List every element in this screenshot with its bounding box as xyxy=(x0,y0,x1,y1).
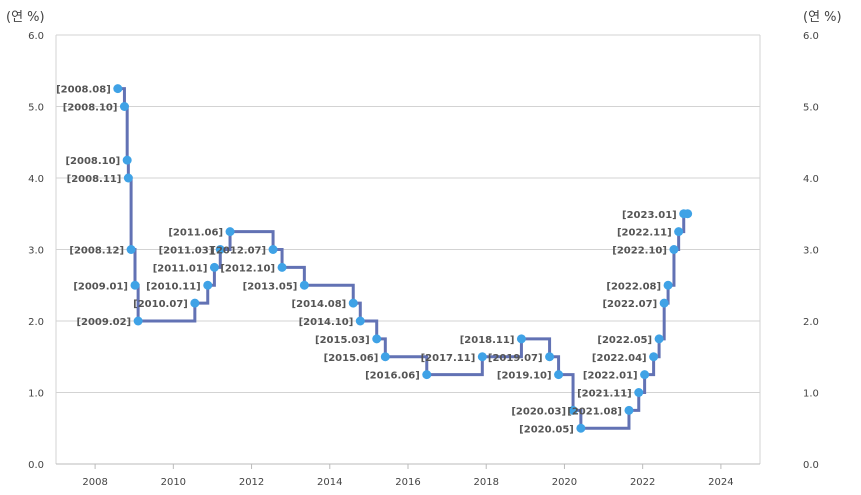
data-label: [2022.05] xyxy=(597,335,652,346)
data-point[interactable] xyxy=(576,423,586,433)
y-tick-label-left: 4.0 xyxy=(28,174,44,185)
data-label: [2022.04] xyxy=(592,353,647,364)
x-tick-label: 2008 xyxy=(82,477,107,488)
y-tick-label-left: 0.0 xyxy=(28,460,44,471)
data-label: [2021.11] xyxy=(577,389,632,400)
data-label: [2012.07] xyxy=(211,246,266,257)
data-point[interactable] xyxy=(659,298,669,308)
data-label: [2020.03] xyxy=(511,406,566,417)
data-label: [2008.10] xyxy=(65,156,120,167)
y-tick-label-right: 4.0 xyxy=(803,174,819,185)
y-tick-label-right: 6.0 xyxy=(803,31,819,42)
data-point[interactable] xyxy=(683,209,693,219)
data-point[interactable] xyxy=(123,173,133,183)
data-label: [2008.12] xyxy=(69,246,124,257)
data-label: [2011.01] xyxy=(153,263,208,274)
data-point[interactable] xyxy=(299,280,309,290)
x-tick-label: 2012 xyxy=(239,477,264,488)
data-point[interactable] xyxy=(516,334,526,344)
data-point[interactable] xyxy=(203,280,213,290)
data-label: [2019.07] xyxy=(488,353,543,364)
data-label: [2014.10] xyxy=(299,317,354,328)
data-point[interactable] xyxy=(268,245,278,254)
data-label: [2011.03] xyxy=(159,246,214,257)
data-label: [2009.02] xyxy=(76,317,131,328)
data-label: [2022.10] xyxy=(612,246,667,257)
data-label: [2013.05] xyxy=(243,281,298,292)
data-label: [2017.11] xyxy=(421,353,476,364)
x-tick-label: 2010 xyxy=(161,477,186,488)
data-label: [2018.11] xyxy=(460,335,515,346)
y-tick-label-left: 5.0 xyxy=(28,103,44,114)
data-label: [2015.03] xyxy=(315,335,370,346)
data-label: [2022.07] xyxy=(602,299,657,310)
data-point[interactable] xyxy=(277,262,287,272)
data-label: [2021.08] xyxy=(567,406,622,417)
y-tick-label-right: 0.0 xyxy=(803,460,819,471)
data-point[interactable] xyxy=(372,334,382,344)
data-point[interactable] xyxy=(634,388,644,397)
data-label: [2022.01] xyxy=(583,371,638,382)
data-label: [2019.10] xyxy=(497,371,552,382)
data-label: [2022.08] xyxy=(606,281,661,292)
data-point[interactable] xyxy=(624,405,634,415)
data-point[interactable] xyxy=(554,370,564,380)
y-tick-label-left: 1.0 xyxy=(28,389,44,400)
data-label: [2016.06] xyxy=(365,371,420,382)
data-point[interactable] xyxy=(355,316,365,326)
data-label: [2008.11] xyxy=(67,174,122,185)
data-label: [2010.07] xyxy=(133,299,188,310)
y-tick-label-left: 2.0 xyxy=(28,317,44,328)
y-axis-unit-left: (연 %) xyxy=(6,10,45,25)
data-label: [2010.11] xyxy=(146,281,201,292)
data-point[interactable] xyxy=(663,280,673,290)
data-point[interactable] xyxy=(215,245,225,254)
x-tick-label: 2018 xyxy=(473,477,498,488)
y-tick-label-right: 3.0 xyxy=(803,246,819,257)
y-tick-label-right: 5.0 xyxy=(803,103,819,114)
y-tick-label-left: 3.0 xyxy=(28,246,44,257)
data-point[interactable] xyxy=(122,155,132,165)
x-tick-label: 2022 xyxy=(630,477,655,488)
data-label: [2012.10] xyxy=(220,263,275,274)
x-tick-label: 2016 xyxy=(395,477,420,488)
data-point[interactable] xyxy=(477,352,487,362)
data-label: [2008.10] xyxy=(63,103,118,114)
data-point[interactable] xyxy=(422,370,432,380)
data-label: [2023.01] xyxy=(622,210,677,221)
data-point[interactable] xyxy=(348,298,358,308)
data-point[interactable] xyxy=(669,245,679,254)
data-label: [2020.05] xyxy=(519,424,574,435)
data-point[interactable] xyxy=(380,352,390,362)
data-point[interactable] xyxy=(654,334,664,344)
base-rate-series-line xyxy=(117,87,688,430)
data-point[interactable] xyxy=(130,280,140,290)
x-tick-label: 2024 xyxy=(708,477,733,488)
data-label: [2009.01] xyxy=(73,281,128,292)
data-label: [2011.06] xyxy=(168,228,223,239)
data-point[interactable] xyxy=(190,298,200,308)
data-point[interactable] xyxy=(225,227,235,237)
data-point[interactable] xyxy=(545,352,555,362)
data-label: [2008.08] xyxy=(56,85,111,96)
data-point[interactable] xyxy=(119,102,129,111)
y-tick-label-right: 1.0 xyxy=(803,389,819,400)
y-axis-unit-right: (연 %) xyxy=(803,10,842,25)
y-tick-label-left: 6.0 xyxy=(28,31,44,42)
x-tick-label: 2020 xyxy=(552,477,577,488)
data-point[interactable] xyxy=(649,352,659,362)
data-point[interactable] xyxy=(568,405,578,415)
x-tick-label: 2014 xyxy=(317,477,342,488)
data-point[interactable] xyxy=(113,84,123,94)
data-point[interactable] xyxy=(209,262,219,272)
data-point[interactable] xyxy=(133,316,143,326)
data-point[interactable] xyxy=(674,227,684,237)
y-tick-label-right: 2.0 xyxy=(803,317,819,328)
data-point[interactable] xyxy=(126,245,136,254)
data-label: [2014.08] xyxy=(292,299,347,310)
data-point[interactable] xyxy=(640,370,650,380)
data-label: [2022.11] xyxy=(617,228,672,239)
data-label: [2015.06] xyxy=(324,353,379,364)
